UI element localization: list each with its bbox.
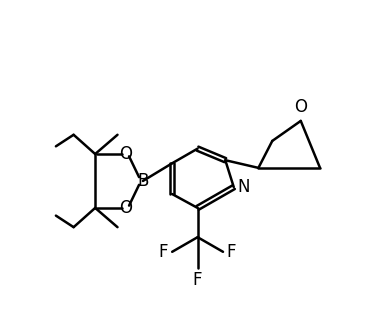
Text: N: N	[238, 178, 250, 196]
Text: F: F	[227, 243, 236, 261]
Text: O: O	[294, 98, 307, 116]
Text: F: F	[159, 243, 168, 261]
Text: O: O	[119, 199, 132, 217]
Text: B: B	[137, 172, 149, 190]
Text: F: F	[193, 271, 202, 289]
Text: O: O	[119, 145, 132, 163]
